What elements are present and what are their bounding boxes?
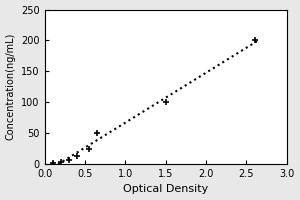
Y-axis label: Concentration(ng/mL): Concentration(ng/mL): [6, 33, 16, 140]
X-axis label: Optical Density: Optical Density: [123, 184, 208, 194]
